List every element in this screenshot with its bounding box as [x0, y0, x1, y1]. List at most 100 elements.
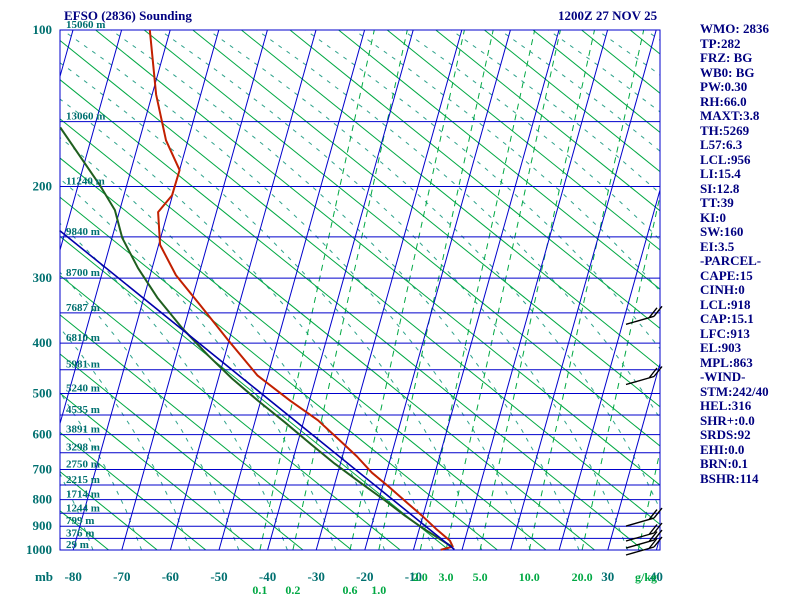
- svg-text:-80: -80: [65, 569, 82, 584]
- pressure-axis-labels: 100 200 300 400 500 600 700 800 900 1000: [26, 22, 52, 557]
- parcel-trace: [59, 229, 455, 551]
- svg-text:15060 m: 15060 m: [66, 19, 105, 31]
- dry-adiabat-lines: [60, 30, 660, 550]
- svg-text:0.2: 0.2: [285, 583, 300, 597]
- stats-line: WB0: BG: [700, 64, 755, 80]
- stats-line: TP:282: [700, 35, 741, 51]
- svg-text:2215 m: 2215 m: [66, 474, 100, 486]
- svg-text:1000: 1000: [26, 542, 52, 557]
- stats-line: SRDS:92: [700, 427, 751, 442]
- stats-line: LFC:913: [700, 325, 750, 341]
- stats-line: MPL:863: [700, 354, 753, 370]
- stats-line: TT:39: [700, 195, 734, 210]
- mixing-unit-label: g/kg: [635, 570, 657, 584]
- stats-line: EI:3.5: [700, 238, 735, 254]
- stats-line: EL:903: [700, 340, 742, 355]
- stats-line: L57:6.3: [700, 137, 743, 152]
- svg-text:7687 m: 7687 m: [66, 302, 100, 314]
- wind-barb-icon: [625, 522, 663, 542]
- pressure-unit-label: mb: [35, 569, 53, 584]
- dewpoint-trace: [59, 126, 453, 548]
- svg-text:799 m: 799 m: [66, 515, 94, 527]
- stats-line: LCL:918: [700, 296, 751, 312]
- svg-text:5240 m: 5240 m: [66, 383, 100, 395]
- svg-text:11240 m: 11240 m: [66, 176, 105, 188]
- wind-barb-icon: [625, 536, 663, 556]
- stats-line: RH:66.0: [700, 93, 747, 109]
- wind-barb-icon: [625, 507, 663, 527]
- svg-text:5981 m: 5981 m: [66, 359, 100, 371]
- svg-text:1714 m: 1714 m: [66, 489, 100, 501]
- stats-panel: WMO: 2836 TP:282 FRZ: BG WB0: BG PW:0.30 RH:6…: [700, 21, 800, 486]
- svg-text:-20: -20: [356, 569, 373, 584]
- stats-line: KI:0: [700, 209, 726, 225]
- svg-text:1244 m: 1244 m: [66, 502, 100, 514]
- svg-text:600: 600: [33, 427, 53, 442]
- stats-line: TH:5269: [700, 122, 750, 138]
- svg-text:10.0: 10.0: [519, 570, 540, 584]
- temp-axis-labels: mb -80 -70 -60 -50 -40 -30 -20 -10 30 40: [35, 569, 663, 584]
- stats-line: LCL:956: [700, 151, 751, 167]
- wind-barb-icon: [625, 529, 663, 549]
- stats-line: HEL:316: [700, 398, 752, 413]
- stats-line: -WIND-: [700, 369, 746, 384]
- svg-text:2.0: 2.0: [413, 570, 428, 584]
- stats-line: PW:0.30: [700, 79, 748, 94]
- svg-text:0.1: 0.1: [252, 583, 267, 597]
- svg-text:3891 m: 3891 m: [66, 424, 100, 436]
- timestamp: 1200Z 27 NOV 25: [558, 8, 658, 23]
- svg-text:30: 30: [601, 569, 614, 584]
- svg-text:400: 400: [33, 335, 53, 350]
- svg-text:29 m: 29 m: [66, 539, 89, 551]
- svg-text:-50: -50: [210, 569, 227, 584]
- stats-line: CAPE:15: [700, 267, 753, 283]
- stats-line: WMO: 2836: [700, 21, 769, 36]
- wind-barbs: [625, 305, 663, 556]
- stats-line: STM:242/40: [700, 383, 769, 399]
- svg-text:700: 700: [33, 462, 53, 477]
- stats-line: FRZ: BG: [700, 50, 753, 65]
- svg-text:8700 m: 8700 m: [66, 267, 100, 279]
- mixing-ratio-lines: [259, 30, 660, 550]
- isotherm-lines: [60, 30, 660, 550]
- svg-text:0.6: 0.6: [343, 583, 358, 597]
- svg-text:4535 m: 4535 m: [66, 404, 100, 416]
- svg-text:-40: -40: [259, 569, 276, 584]
- svg-text:3298 m: 3298 m: [66, 442, 100, 454]
- stats-line: SW:160: [700, 224, 744, 239]
- svg-text:376 m: 376 m: [66, 527, 94, 539]
- stats-line: BRN:0.1: [700, 456, 749, 471]
- svg-text:200: 200: [33, 179, 53, 194]
- svg-text:9840 m: 9840 m: [66, 226, 100, 238]
- height-labels: 15060 m 13060 m 11240 m 9840 m 8700 m 7687 m 6…: [66, 19, 105, 551]
- svg-text:40: 40: [650, 569, 663, 584]
- svg-text:300: 300: [33, 270, 53, 285]
- stats-line: -PARCEL-: [700, 253, 762, 268]
- stats-line: MAXT:3.8: [700, 108, 760, 123]
- svg-text:-30: -30: [308, 569, 325, 584]
- wind-barb-icon: [625, 366, 663, 386]
- stats-line: SHR+:0.0: [700, 412, 755, 428]
- svg-text:500: 500: [33, 386, 53, 401]
- stats-line: SI:12.8: [700, 180, 740, 196]
- svg-text:3.0: 3.0: [439, 570, 454, 584]
- temperature-trace: [148, 29, 454, 551]
- mixing-ratio-labels: 2.0 3.0 5.0 10.0 20.0 0.1 0.2 0.6 1.0 g/kg: [252, 570, 657, 597]
- svg-text:5.0: 5.0: [473, 570, 488, 584]
- svg-text:-70: -70: [113, 569, 130, 584]
- stats-line: CAP:15.1: [700, 311, 754, 326]
- page-title: EFSO (2836) Sounding: [64, 8, 192, 23]
- stats-line: EHI:0.0: [700, 441, 745, 457]
- svg-text:2750 m: 2750 m: [66, 459, 100, 471]
- svg-text:-60: -60: [162, 569, 179, 584]
- stats-line: BSHR:114: [700, 470, 759, 486]
- stats-line: CINH:0: [700, 282, 745, 297]
- plot-border: [59, 29, 661, 551]
- svg-text:1.0: 1.0: [371, 583, 386, 597]
- svg-text:800: 800: [33, 492, 53, 507]
- wind-barb-icon: [625, 305, 663, 325]
- isobar-lines: [60, 29, 660, 551]
- svg-text:100: 100: [33, 22, 53, 37]
